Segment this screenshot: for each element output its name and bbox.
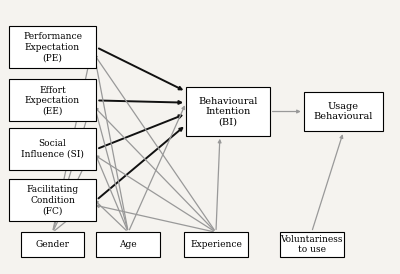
Text: Social
Influence (SI): Social Influence (SI) bbox=[21, 139, 84, 159]
Text: Usage
Behavioural: Usage Behavioural bbox=[314, 102, 373, 121]
FancyBboxPatch shape bbox=[304, 92, 383, 132]
FancyBboxPatch shape bbox=[186, 87, 270, 136]
FancyBboxPatch shape bbox=[9, 79, 96, 121]
Text: Effort
Expectation
(EE): Effort Expectation (EE) bbox=[25, 85, 80, 115]
Text: Age: Age bbox=[120, 240, 137, 249]
FancyBboxPatch shape bbox=[9, 179, 96, 221]
Text: Performance
Expectation
(PE): Performance Expectation (PE) bbox=[23, 32, 82, 62]
FancyBboxPatch shape bbox=[9, 128, 96, 170]
FancyBboxPatch shape bbox=[9, 26, 96, 68]
FancyBboxPatch shape bbox=[280, 232, 344, 257]
Text: Experience: Experience bbox=[190, 240, 242, 249]
Text: Behavioural
Intention
(BI): Behavioural Intention (BI) bbox=[198, 97, 258, 126]
Text: Facilitating
Condition
(FC): Facilitating Condition (FC) bbox=[26, 185, 78, 215]
Text: Voluntariness
to use: Voluntariness to use bbox=[280, 235, 343, 254]
FancyBboxPatch shape bbox=[184, 232, 248, 257]
Text: Gender: Gender bbox=[36, 240, 70, 249]
FancyBboxPatch shape bbox=[21, 232, 84, 257]
FancyBboxPatch shape bbox=[96, 232, 160, 257]
